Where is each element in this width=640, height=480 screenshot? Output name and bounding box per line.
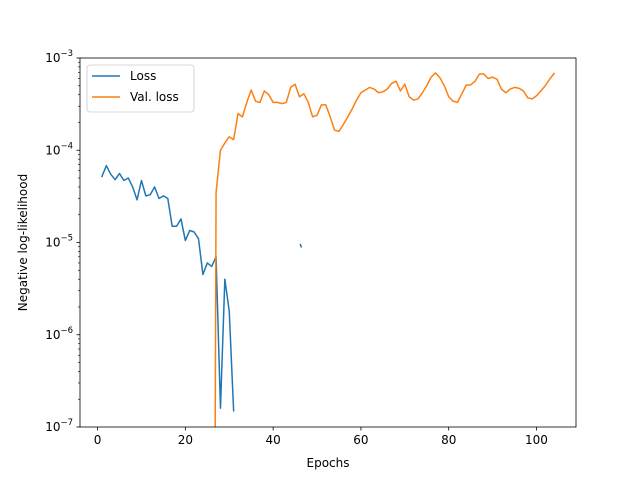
series-layer [102, 72, 556, 427]
x-tick-label: 100 [525, 433, 548, 447]
x-tick-label: 0 [94, 433, 102, 447]
y-tick-label: 10−3 [45, 49, 73, 65]
y-axis: 10−7 10−6 10−5 10−4 10−3 [45, 49, 80, 434]
x-axis-label: Epochs [307, 456, 350, 470]
y-axis-label: Negative log-likelihood [16, 174, 30, 311]
y-tick-label: 10−7 [45, 418, 73, 434]
y-tick-label: 10−4 [45, 141, 73, 157]
x-axis: 0 20 40 60 80 100 [94, 427, 548, 447]
x-tick-label: 60 [353, 433, 368, 447]
x-tick-label: 20 [178, 433, 193, 447]
y-tick-label: 10−5 [45, 234, 73, 250]
x-tick-label: 40 [265, 433, 280, 447]
y-tick-label: 10−6 [45, 326, 73, 342]
legend-label: Val. loss [130, 90, 179, 104]
legend-label: Loss [130, 69, 156, 83]
x-tick-label: 80 [441, 433, 456, 447]
series-line-val-loss [214, 72, 556, 427]
legend: Loss Val. loss [86, 64, 195, 113]
